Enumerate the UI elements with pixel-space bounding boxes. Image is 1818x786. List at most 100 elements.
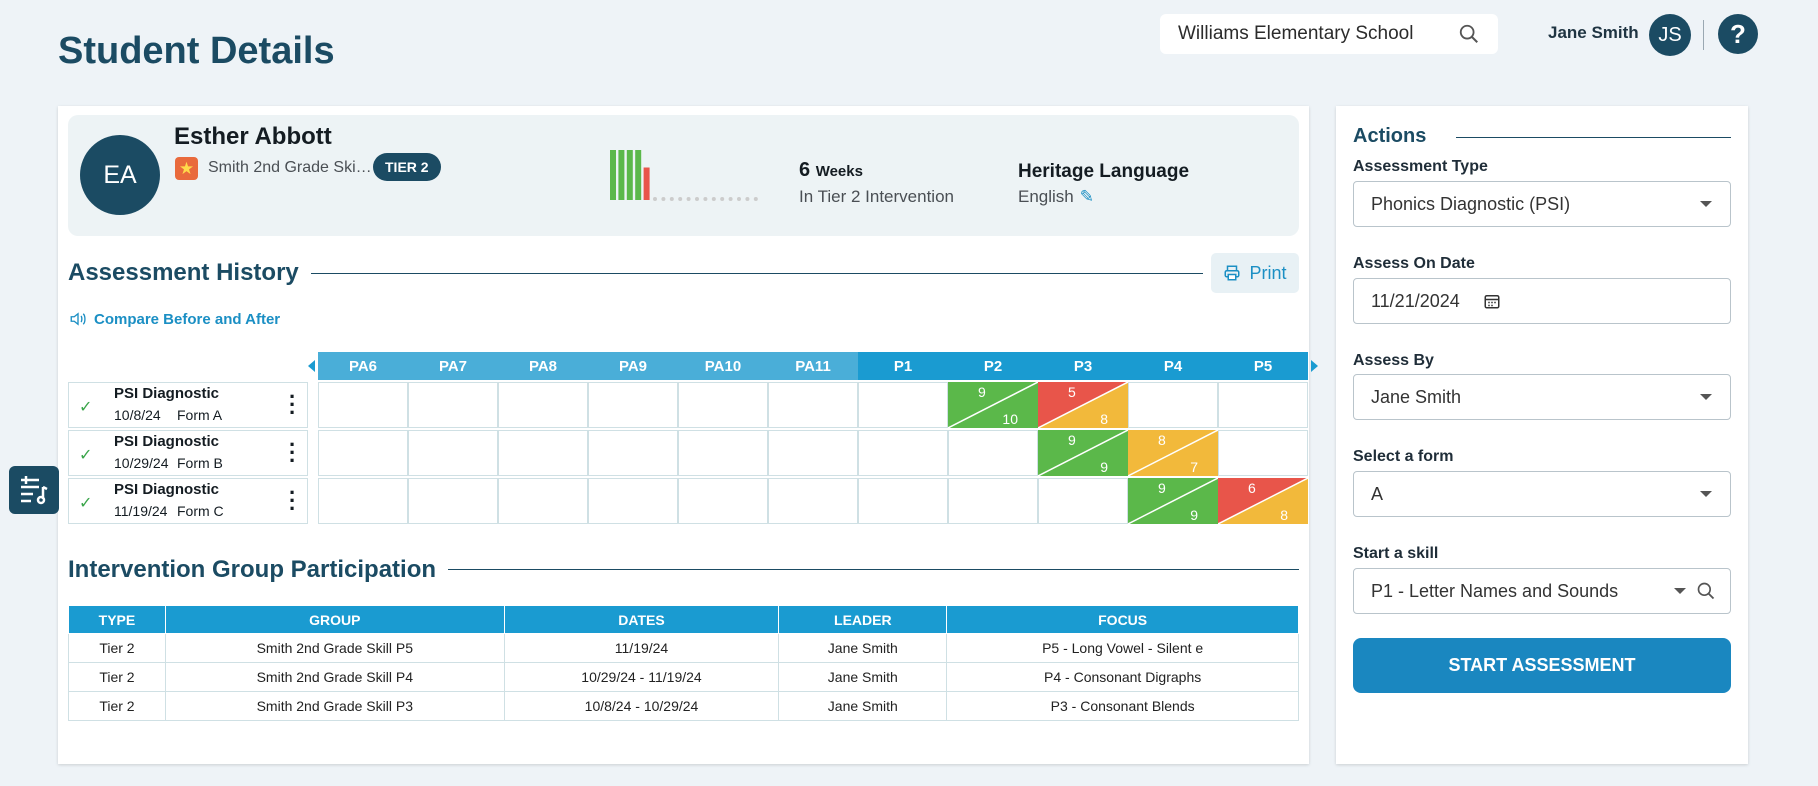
chevron-down-icon — [1700, 491, 1712, 497]
score-cell — [318, 478, 408, 524]
compare-label: Compare Before and After — [94, 310, 281, 328]
assessment-type-label: Assessment Type — [1353, 158, 1488, 175]
sparkline-dot — [728, 197, 733, 201]
school-search[interactable]: Williams Elementary School — [1160, 14, 1498, 54]
assess-by-label: Assess By — [1353, 352, 1434, 369]
score-top: 8 — [1158, 432, 1166, 448]
table-row: Tier 2 Smith 2nd Grade Skill P4 10/29/24 -… — [68, 662, 1299, 692]
side-tool-button[interactable] — [9, 466, 59, 514]
assess-by-value: Jane Smith — [1371, 386, 1462, 407]
user-name[interactable]: Jane Smith — [1548, 23, 1639, 42]
skill-column-header: PA7 — [408, 352, 498, 380]
score-diagonal — [948, 382, 1038, 428]
search-icon[interactable] — [1458, 23, 1480, 45]
table-body: Tier 2 Smith 2nd Grade Skill P5 11/19/24 Ja… — [68, 633, 1299, 721]
participation-table: TYPE GROUP DATES LEADER FOCUS Tier 2 Smith 2n… — [68, 605, 1299, 721]
score-cell — [498, 430, 588, 476]
sparkline-dot — [753, 197, 758, 201]
table-header-row: TYPE GROUP DATES LEADER FOCUS — [68, 605, 1299, 634]
column-header: TYPE — [68, 605, 166, 634]
score-diagonal — [1128, 430, 1218, 476]
skill-column-header: PA11 — [768, 352, 858, 380]
score-cell — [318, 430, 408, 476]
score-cell — [1218, 430, 1308, 476]
compare-link[interactable]: Compare Before and After — [68, 310, 280, 328]
more-options-icon[interactable]: · · · — [289, 384, 297, 425]
form-select[interactable]: A — [1353, 471, 1731, 517]
sparkline-bar — [618, 150, 625, 200]
column-header: DATES — [503, 605, 780, 634]
student-details-card: EA Esther Abbott ★ Smith 2nd Grade Skill… — [58, 106, 1318, 764]
score-cell — [948, 430, 1038, 476]
speaker-icon — [70, 312, 86, 326]
assessment-row[interactable]: ✓ PSI Diagnostic 11/19/24 Form C · · · — [68, 478, 308, 524]
score-cell — [318, 382, 408, 428]
scroll-right-arrow[interactable] — [1311, 360, 1318, 372]
skill-column-header: PA6 — [318, 352, 408, 380]
table-cell: P5 - Long Vowel - Silent e — [946, 633, 1299, 663]
skill-column-header: P3 — [1038, 352, 1128, 380]
print-label: Print — [1249, 262, 1287, 283]
table-cell: Smith 2nd Grade Skill P3 — [164, 691, 505, 721]
student-name: Esther Abbott — [174, 123, 332, 150]
skill-select[interactable]: P1 - Letter Names and Sounds — [1353, 568, 1731, 614]
assessment-form: Form A — [177, 407, 223, 423]
table-cell: Tier 2 — [68, 662, 166, 692]
assess-by-select[interactable]: Jane Smith — [1353, 374, 1731, 420]
calendar-icon[interactable] — [1483, 292, 1501, 310]
skill-label: Start a skill — [1353, 545, 1439, 562]
help-button[interactable]: ? — [1718, 14, 1758, 54]
header-divider — [1703, 20, 1704, 50]
column-header: FOCUS — [946, 605, 1299, 634]
assessment-row[interactable]: ✓ PSI Diagnostic 10/29/24 Form B · · · — [68, 430, 308, 476]
score-cell[interactable]: 9 10 — [948, 382, 1038, 428]
student-avatar: EA — [80, 135, 160, 215]
star-icon: ★ — [175, 157, 198, 180]
page-title: Student Details — [58, 30, 335, 72]
student-group[interactable]: Smith 2nd Grade Skill P5 — [208, 159, 373, 176]
sliders-icon — [21, 476, 48, 505]
score-cell — [408, 430, 498, 476]
table-row: Tier 2 Smith 2nd Grade Skill P5 11/19/24 Ja… — [68, 633, 1299, 663]
more-options-icon[interactable]: · · · — [289, 480, 297, 521]
search-icon[interactable] — [1696, 581, 1716, 601]
assessment-row[interactable]: ✓ PSI Diagnostic 10/8/24 Form A · · · — [68, 382, 308, 428]
score-cell — [678, 430, 768, 476]
score-cell — [678, 382, 768, 428]
score-cell — [588, 382, 678, 428]
tier-badge: TIER 2 — [373, 153, 441, 181]
intervention-title: Intervention Group Participation — [68, 556, 449, 584]
print-button[interactable]: Print — [1211, 253, 1299, 293]
assessment-grid: PA6 PA7 PA8 PA9 PA10 PA11 P1 P2 P3 P4 P5 ✓ PSI Diagn… — [68, 352, 1318, 524]
assess-date-input[interactable]: 11/21/2024 — [1353, 278, 1731, 324]
score-cell — [498, 382, 588, 428]
score-cell — [768, 382, 858, 428]
column-header: LEADER — [778, 605, 948, 634]
user-avatar[interactable]: JS — [1649, 14, 1691, 56]
sparkline-dot — [720, 197, 725, 201]
skill-column-header: P2 — [948, 352, 1038, 380]
sparkline-dot — [653, 197, 657, 201]
assessment-type-select[interactable]: Phonics Diagnostic (PSI) — [1353, 181, 1731, 227]
weeks-subtitle: In Tier 2 Intervention — [799, 187, 954, 206]
score-triangles — [1038, 430, 1128, 476]
score-top: 9 — [978, 384, 986, 400]
scroll-left-arrow[interactable] — [308, 360, 315, 372]
sparkline-dot — [669, 197, 674, 201]
table-cell: 11/19/24 — [503, 633, 780, 663]
skill-column-header: P1 — [858, 352, 948, 380]
column-header: GROUP — [164, 605, 505, 634]
table-cell: Jane Smith — [778, 691, 948, 721]
assessment-name: PSI Diagnostic — [114, 433, 220, 450]
sparkline-bar — [610, 150, 616, 200]
skill-column-header: PA8 — [498, 352, 588, 380]
sparkline-dot — [703, 197, 708, 201]
more-options-icon[interactable]: · · · — [289, 432, 297, 473]
edit-pencil-icon[interactable]: ✎ — [1079, 187, 1095, 206]
start-assessment-button[interactable]: START ASSESSMENT — [1353, 638, 1731, 693]
